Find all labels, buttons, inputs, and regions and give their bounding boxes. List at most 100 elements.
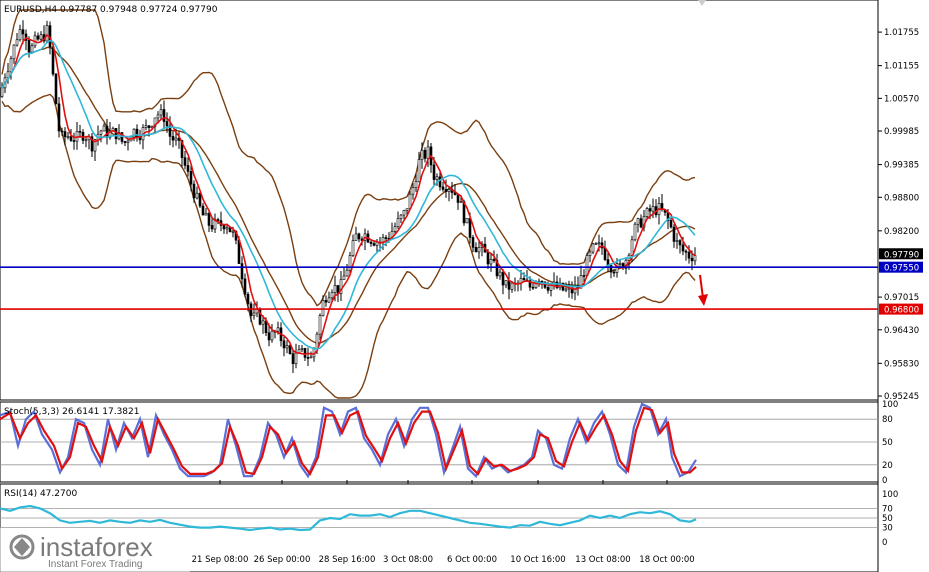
candle-body <box>372 243 376 246</box>
candle-body <box>102 125 106 132</box>
candle-body <box>156 114 160 119</box>
candle-body <box>486 251 490 265</box>
candle-body <box>174 137 178 141</box>
candle-body <box>633 223 637 241</box>
candle-body <box>447 188 451 192</box>
candle-body <box>669 220 673 228</box>
candle-body <box>504 280 508 286</box>
rsi-line <box>0 504 697 532</box>
candlesticks <box>0 20 697 374</box>
candle-body <box>339 279 343 294</box>
candle-body <box>99 130 103 135</box>
candle-body <box>564 288 568 291</box>
candle-body <box>324 300 328 303</box>
candle-body <box>243 278 247 295</box>
candle-body <box>540 280 544 283</box>
candle-body <box>465 217 469 224</box>
candle-body <box>369 241 373 244</box>
candle-body <box>27 40 31 53</box>
candle-body <box>399 214 403 219</box>
rsi-lines <box>0 504 697 532</box>
candle-body <box>498 271 502 277</box>
candle-body <box>57 103 61 132</box>
candle-body <box>9 58 13 73</box>
candle-body <box>303 348 307 358</box>
candle-body <box>12 44 16 60</box>
candle-body <box>672 226 676 242</box>
candle-body <box>84 139 88 142</box>
x-tick-label: 13 Oct 08:00 <box>575 555 630 565</box>
candle-body <box>531 286 535 289</box>
candle-body <box>597 242 601 245</box>
candle-body <box>417 159 421 182</box>
candle-body <box>579 275 583 289</box>
candle-body <box>261 320 265 325</box>
candle-body <box>357 233 361 240</box>
candle-body <box>546 287 550 291</box>
candle-body <box>39 34 43 40</box>
time-axis: 21 Sep 08:00 26 Sep 00:00 28 Sep 16:00 3 Oc… <box>192 480 695 565</box>
y-tick-label: 0.99385 <box>884 161 919 171</box>
candle-body <box>90 136 94 152</box>
candle-body <box>690 257 694 262</box>
candle-body <box>192 183 196 199</box>
candle-body <box>327 297 331 303</box>
x-tick-label: 26 Sep 00:00 <box>254 555 311 565</box>
candle-body <box>693 255 697 262</box>
price-axis: 1.01755 1.01155 1.00570 0.99985 0.99385 0.988… <box>878 28 919 402</box>
candle-body <box>30 45 34 53</box>
main-panel[interactable] <box>0 0 879 401</box>
candle-body <box>183 157 187 166</box>
rsi-tick-label: 50 <box>882 514 893 524</box>
candle-body <box>426 146 430 159</box>
candle-body <box>60 130 64 133</box>
scroll-marker-icon[interactable] <box>698 0 706 6</box>
candle-body <box>75 131 79 142</box>
candle-body <box>396 218 400 227</box>
candle-body <box>165 121 169 127</box>
candle-body <box>384 237 388 239</box>
candle-body <box>456 194 460 203</box>
candle-body <box>0 87 4 97</box>
candle-body <box>471 237 475 248</box>
candle-body <box>240 263 244 280</box>
candle-body <box>444 189 448 192</box>
candle-body <box>420 149 424 160</box>
horizontal-levels[interactable]: 0.97550 0.96800 <box>0 261 923 316</box>
stoch-lines <box>0 402 697 479</box>
candle-body <box>114 128 118 140</box>
candle-body <box>678 240 682 246</box>
candle-body <box>612 271 616 274</box>
candle-body <box>54 73 58 105</box>
stoch-tick-label: 100 <box>882 400 898 410</box>
candle-body <box>423 149 427 159</box>
candle-body <box>198 192 202 207</box>
bollinger-upper <box>1 9 696 307</box>
candle-body <box>186 165 190 172</box>
candle-body <box>267 332 271 341</box>
candle-body <box>105 125 109 138</box>
candle-body <box>555 281 559 289</box>
candle-body <box>276 327 280 332</box>
moving-averages <box>1 34 696 356</box>
candle-body <box>414 181 418 188</box>
stoch-tick-label: 20 <box>882 461 893 471</box>
candle-body <box>204 212 208 216</box>
candle-body <box>72 140 76 142</box>
candle-body <box>63 131 67 138</box>
candle-body <box>201 205 205 216</box>
stoch-axis: 100 80 50 20 0 <box>882 400 898 486</box>
stoch-tick-label: 50 <box>882 438 893 448</box>
candle-body <box>195 192 199 199</box>
candle-body <box>609 265 613 273</box>
candle-body <box>162 109 166 122</box>
candle-body <box>123 141 127 143</box>
y-tick-label: 0.98800 <box>884 193 919 203</box>
candle-body <box>594 243 598 245</box>
candle-body <box>468 217 472 238</box>
stoch-title: Stoch(5,3,3) 26.6141 17.3821 <box>4 407 139 417</box>
rsi-tick-label: 100 <box>882 490 898 500</box>
candle-body <box>171 136 175 141</box>
candle-body <box>489 259 493 265</box>
